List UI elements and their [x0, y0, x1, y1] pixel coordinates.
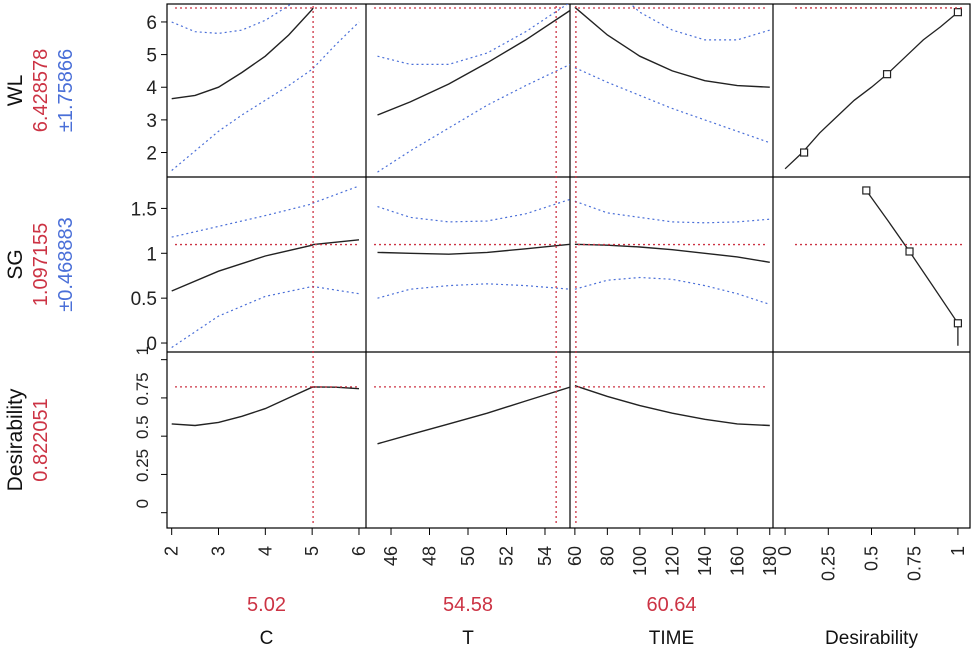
- prediction-trace: [171, 7, 314, 100]
- x-tick-label: 160: [727, 546, 747, 576]
- desirability-handle: [882, 70, 892, 79]
- response-name: Desirability: [4, 388, 27, 491]
- response-name: SG: [4, 249, 27, 279]
- y-tick-label: 1.5: [131, 199, 157, 220]
- y-tick-label: 2: [146, 144, 157, 165]
- lower-interval-line: [171, 67, 314, 171]
- y-tick-label: 0.5: [133, 415, 152, 439]
- factor-current-value: 54.58: [443, 594, 493, 616]
- plot-frame: [166, 3, 971, 529]
- lower-interval-line: [377, 63, 570, 173]
- prediction-trace: [574, 385, 770, 427]
- factor-name: C: [260, 628, 274, 649]
- desirability-function: [784, 11, 959, 170]
- desirability-handle: [800, 148, 809, 157]
- x-tick-label: 48: [420, 546, 440, 566]
- x-tick-label: 0.25: [818, 546, 838, 581]
- prediction-trace: [171, 386, 360, 427]
- response-interval: ±0.468883: [55, 217, 77, 311]
- x-tick-label: 46: [381, 546, 401, 566]
- factor-name: T: [462, 628, 474, 649]
- y-tick-label: 0.25: [133, 449, 152, 482]
- upper-interval-line: [629, 4, 770, 41]
- desirability-handle: [953, 319, 963, 328]
- lower-interval-line: [312, 21, 360, 69]
- lower-interval-line: [574, 67, 770, 144]
- y-tick-label: 0.75: [133, 372, 152, 405]
- y-tick-label: 1: [146, 244, 157, 265]
- y-tick-label: 0: [133, 499, 152, 508]
- lower-interval-line: [171, 285, 360, 348]
- response-interval: ±1.75866: [55, 49, 77, 132]
- upper-interval-line: [171, 185, 360, 238]
- x-tick-label: 4: [255, 546, 275, 556]
- prediction-trace: [377, 386, 570, 445]
- x-tick-label: 52: [496, 546, 516, 566]
- x-tick-label: 1: [948, 546, 968, 556]
- y-tick-label: 0.5: [131, 289, 157, 310]
- prediction-trace: [574, 243, 770, 263]
- y-tick-label: 4: [146, 78, 157, 99]
- x-tick-label: 50: [458, 546, 478, 566]
- response-value: 0.822051: [30, 398, 52, 481]
- y-tick-label: 3: [146, 111, 157, 132]
- x-tick-label: 140: [695, 546, 715, 576]
- x-tick-label: 0.5: [862, 546, 882, 571]
- x-tick-label: 5: [302, 546, 322, 556]
- upper-interval-line: [574, 200, 770, 224]
- x-tick-label: 2: [162, 546, 182, 556]
- desirability-handle: [905, 247, 914, 256]
- prediction-trace: [377, 9, 570, 116]
- x-tick-label: 3: [209, 546, 229, 556]
- response-value: 6.428578: [30, 49, 52, 132]
- x-tick-label: 80: [597, 546, 617, 566]
- x-tick-label: 6: [349, 546, 369, 556]
- y-tick-label: 0: [146, 334, 157, 355]
- desirability-handle: [862, 186, 871, 195]
- prediction-trace: [574, 6, 770, 88]
- x-tick-label: 0: [775, 546, 795, 556]
- upper-interval-line: [377, 4, 569, 66]
- x-tick-label: 60: [565, 546, 585, 566]
- response-name: WL: [4, 75, 27, 107]
- prediction-trace: [377, 243, 570, 255]
- factor-name: TIME: [649, 628, 694, 649]
- x-tick-label: 54: [535, 546, 555, 566]
- y-tick-label: 6: [146, 13, 157, 34]
- upper-interval-line: [171, 4, 292, 35]
- factor-current-value: 5.02: [247, 594, 286, 616]
- factor-current-value: 60.64: [646, 594, 696, 616]
- desirability-function: [865, 190, 959, 346]
- x-tick-label: 180: [760, 546, 780, 576]
- y-tick-label: 5: [146, 46, 157, 67]
- x-tick-label: 120: [662, 546, 682, 576]
- lower-interval-line: [574, 276, 770, 305]
- desirability-handle: [953, 8, 963, 17]
- lower-interval-line: [377, 283, 570, 299]
- x-tick-label: 0.75: [905, 546, 925, 581]
- response-value: 1.097155: [30, 223, 52, 306]
- x-tick-label: 100: [630, 546, 650, 576]
- y-tick-label: 1: [133, 346, 152, 355]
- prediction-trace: [171, 239, 360, 292]
- factor-name: Desirability: [825, 628, 918, 649]
- upper-interval-line: [377, 198, 570, 223]
